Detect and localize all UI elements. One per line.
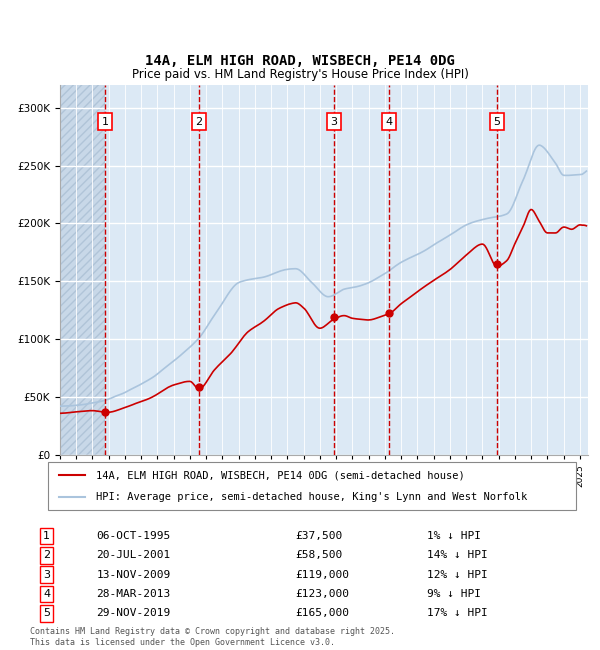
Text: Contains HM Land Registry data © Crown copyright and database right 2025.
This d: Contains HM Land Registry data © Crown c… <box>30 627 395 647</box>
Text: 5: 5 <box>43 608 50 618</box>
FancyBboxPatch shape <box>48 462 576 510</box>
Text: £37,500: £37,500 <box>295 531 342 541</box>
Text: 12% ↓ HPI: 12% ↓ HPI <box>427 569 488 580</box>
Text: 1: 1 <box>43 531 50 541</box>
Text: 1% ↓ HPI: 1% ↓ HPI <box>427 531 481 541</box>
Text: 17% ↓ HPI: 17% ↓ HPI <box>427 608 488 618</box>
Text: 4: 4 <box>385 116 392 127</box>
Text: £58,500: £58,500 <box>295 551 342 560</box>
Text: 5: 5 <box>494 116 500 127</box>
Text: £165,000: £165,000 <box>295 608 349 618</box>
Text: 1: 1 <box>101 116 109 127</box>
Text: 2: 2 <box>196 116 202 127</box>
Text: £119,000: £119,000 <box>295 569 349 580</box>
Text: Price paid vs. HM Land Registry's House Price Index (HPI): Price paid vs. HM Land Registry's House … <box>131 68 469 81</box>
Text: 9% ↓ HPI: 9% ↓ HPI <box>427 589 481 599</box>
Text: 13-NOV-2009: 13-NOV-2009 <box>96 569 170 580</box>
Text: 29-NOV-2019: 29-NOV-2019 <box>96 608 170 618</box>
Text: 14A, ELM HIGH ROAD, WISBECH, PE14 0DG (semi-detached house): 14A, ELM HIGH ROAD, WISBECH, PE14 0DG (s… <box>95 470 464 480</box>
Text: 28-MAR-2013: 28-MAR-2013 <box>96 589 170 599</box>
Text: £123,000: £123,000 <box>295 589 349 599</box>
Text: HPI: Average price, semi-detached house, King's Lynn and West Norfolk: HPI: Average price, semi-detached house,… <box>95 491 527 502</box>
Text: 06-OCT-1995: 06-OCT-1995 <box>96 531 170 541</box>
Text: 14A, ELM HIGH ROAD, WISBECH, PE14 0DG: 14A, ELM HIGH ROAD, WISBECH, PE14 0DG <box>145 54 455 68</box>
Text: 2: 2 <box>43 551 50 560</box>
Text: 3: 3 <box>331 116 338 127</box>
Bar <box>60 84 105 455</box>
Text: 4: 4 <box>43 589 50 599</box>
Text: 3: 3 <box>43 569 50 580</box>
Text: 14% ↓ HPI: 14% ↓ HPI <box>427 551 488 560</box>
Text: 20-JUL-2001: 20-JUL-2001 <box>96 551 170 560</box>
